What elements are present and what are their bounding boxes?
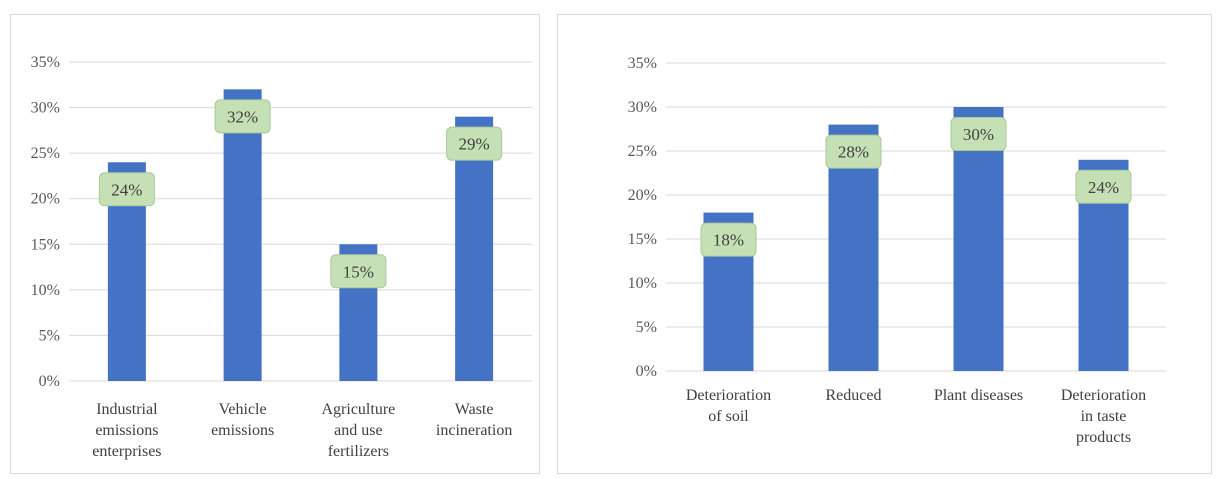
category-label: Reduced: [826, 387, 882, 404]
y-tick-label: 5%: [636, 319, 657, 336]
bar-chart-pollution-sources: 0% 5% 10% 15% 20% 25% 30% 35% 24% Industrial emiss…: [31, 54, 532, 460]
y-tick-label: 30%: [31, 100, 60, 117]
data-label: 28%: [838, 143, 869, 162]
y-tick-label: 25%: [628, 143, 657, 160]
data-label-box: [700, 222, 757, 257]
y-tick-label: 10%: [628, 275, 657, 292]
data-label: 32%: [227, 107, 258, 126]
y-tick-label: 35%: [31, 54, 60, 71]
data-label-box: [825, 134, 882, 169]
bar-chart-pollution-effects: 0% 5% 10% 15% 20% 25% 30% 35% 18% Deterioration of…: [628, 55, 1166, 446]
category-label: Plant diseases: [934, 387, 1023, 404]
y-tick-label: 0%: [636, 363, 657, 380]
data-label-box: [98, 172, 155, 207]
bar: [223, 89, 262, 381]
data-label: 29%: [459, 135, 490, 154]
data-label-box: [1075, 169, 1132, 204]
category-label: Industrial emissions enterprises: [92, 401, 161, 460]
y-tick-label: 35%: [628, 55, 657, 72]
data-label-box: [214, 99, 271, 134]
y-tick-label: 15%: [31, 236, 60, 253]
data-label: 24%: [1088, 178, 1119, 197]
category-label: Agriculture and use fertilizers: [322, 401, 396, 460]
data-label: 30%: [963, 125, 994, 144]
category-label: Waste incineration: [436, 401, 512, 439]
chart-panel-right: 0% 5% 10% 15% 20% 25% 30% 35% 18% Deterioration of…: [557, 14, 1212, 474]
data-label-box: [950, 117, 1007, 151]
category-label: Vehicle emissions: [211, 401, 274, 439]
y-tick-label: 15%: [628, 231, 657, 248]
bar: [455, 116, 494, 381]
y-tick-label: 20%: [628, 187, 657, 204]
y-tick-label: 10%: [31, 282, 60, 299]
data-label: 24%: [111, 180, 142, 199]
y-tick-label: 20%: [31, 191, 60, 208]
data-label-box: [330, 254, 387, 289]
y-tick-label: 25%: [31, 145, 60, 162]
category-label: Deterioration of soil: [686, 387, 771, 425]
y-tick-label: 5%: [39, 327, 60, 344]
y-tick-label: 30%: [628, 99, 657, 116]
chart-panel-left: 0% 5% 10% 15% 20% 25% 30% 35% 24% Industrial emiss…: [10, 14, 540, 474]
data-label-box: [446, 126, 503, 161]
data-label: 18%: [713, 231, 744, 250]
y-tick-label: 0%: [39, 373, 60, 390]
data-label: 15%: [343, 262, 374, 281]
category-label: Deterioration in taste products: [1061, 387, 1146, 446]
